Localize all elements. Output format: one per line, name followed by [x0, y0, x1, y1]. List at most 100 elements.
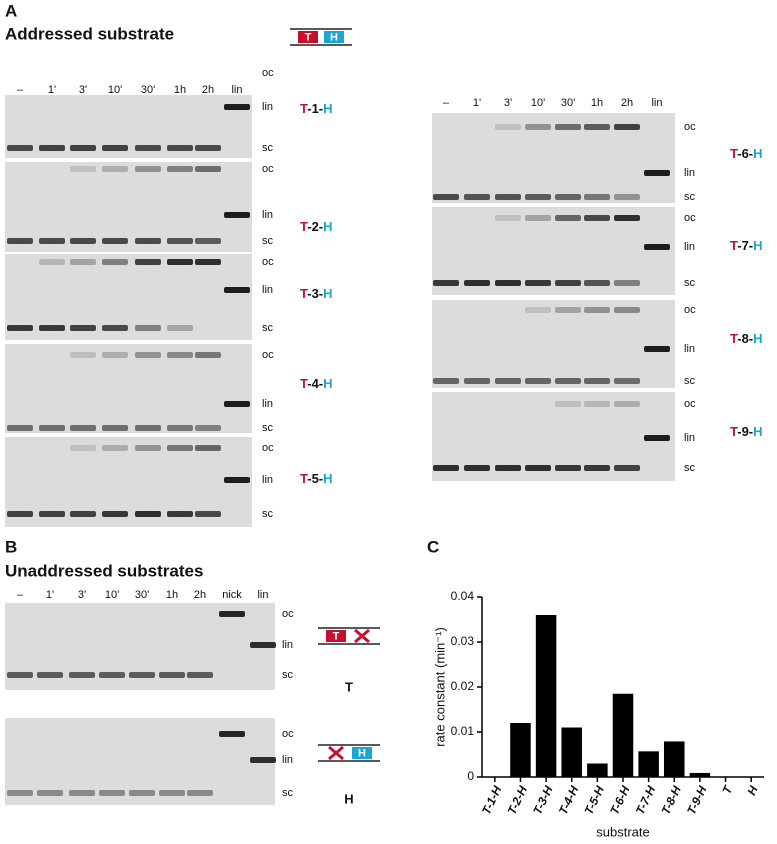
gel-band — [614, 194, 640, 200]
gel-band — [102, 352, 128, 358]
gel-band — [555, 280, 581, 286]
gel-band — [614, 124, 640, 130]
band-label: lin — [262, 398, 273, 410]
gel-band — [495, 465, 521, 471]
gel — [5, 162, 252, 252]
gel-band — [167, 145, 193, 151]
substrate-part: H — [323, 101, 332, 116]
gel-band — [70, 325, 96, 331]
gel-band — [224, 212, 250, 218]
y-tick-label: 0.01 — [451, 724, 475, 738]
gel-band — [195, 166, 221, 172]
band-label: lin — [684, 343, 695, 355]
gel-band — [495, 280, 521, 286]
gel-band — [39, 425, 65, 431]
substrate-part: -3- — [307, 286, 323, 301]
substrate-label: T-5-H — [300, 471, 333, 486]
gel-band — [7, 238, 33, 244]
gel-band — [224, 477, 250, 483]
icon-cross — [354, 628, 370, 644]
icon-label: T — [305, 31, 312, 43]
gel-band — [644, 244, 670, 250]
gel-band — [70, 238, 96, 244]
gel-band — [555, 124, 581, 130]
substrate-part: -8- — [737, 331, 753, 346]
gel-band — [555, 378, 581, 384]
icon-label: H — [330, 31, 338, 43]
gel-band — [159, 790, 185, 796]
lane-label: 30' — [135, 589, 149, 601]
substrate-part: T — [300, 101, 308, 116]
gel-band — [219, 611, 245, 617]
substrate-part: T — [300, 376, 308, 391]
band-label: lin — [684, 167, 695, 179]
gel-band — [7, 325, 33, 331]
band-label: sc — [262, 235, 274, 247]
gel-band — [70, 259, 96, 265]
x-tick-label: T — [719, 782, 735, 796]
substrate-label: T-7-H — [730, 238, 763, 253]
gel-band — [37, 672, 63, 678]
gel-band — [167, 259, 193, 265]
gel-band — [464, 378, 490, 384]
gel-band — [584, 280, 610, 286]
gel-band — [7, 672, 33, 678]
lane-label: – — [17, 84, 24, 96]
gel-band — [195, 238, 221, 244]
gel-band — [167, 166, 193, 172]
gel-band — [644, 346, 670, 352]
band-label: sc — [282, 669, 294, 681]
gel-band — [495, 215, 521, 221]
band-label: sc — [262, 142, 274, 154]
bar — [689, 772, 711, 777]
gel-band — [614, 465, 640, 471]
substrate-part: H — [323, 219, 332, 234]
gel-band — [167, 325, 193, 331]
lane-label: 30' — [141, 84, 155, 96]
icon-label: T — [333, 630, 340, 642]
gel-band — [39, 238, 65, 244]
x-tick-label: H — [744, 783, 760, 797]
band-label: lin — [262, 101, 273, 113]
panel-title: Addressed substrate — [5, 24, 174, 43]
band-label: lin — [684, 241, 695, 253]
band-label: sc — [684, 277, 696, 289]
gel-band — [555, 307, 581, 313]
gel-band — [614, 280, 640, 286]
x-tick-label: T-4-H — [556, 783, 582, 816]
substrate-part: H — [753, 331, 762, 346]
gel-band — [195, 445, 221, 451]
gel-band — [495, 124, 521, 130]
x-tick-label: T-9-H — [684, 783, 710, 816]
gel-band — [167, 511, 193, 517]
substrate-part: T — [300, 219, 308, 234]
gel-band — [195, 425, 221, 431]
gel-band — [99, 672, 125, 678]
y-tick-label: 0.03 — [451, 634, 475, 648]
band-label: sc — [262, 422, 274, 434]
band-label: sc — [262, 322, 274, 334]
substrate-part: -4- — [307, 376, 323, 391]
gel-band — [159, 672, 185, 678]
lane-label: 3' — [504, 97, 512, 109]
gel-band — [495, 378, 521, 384]
substrate-part: H — [323, 471, 332, 486]
lane-label: 1' — [473, 97, 481, 109]
gel-band — [102, 145, 128, 151]
substrate-part: -6- — [737, 146, 753, 161]
band-label: oc — [684, 121, 696, 133]
y-axis-label: rate constant (min⁻¹) — [432, 627, 447, 747]
bar — [587, 763, 608, 777]
band-label: lin — [684, 432, 695, 444]
lane-label: lin — [231, 84, 242, 96]
gel-band — [69, 672, 95, 678]
icon-label: H — [358, 747, 366, 759]
gel-band — [433, 280, 459, 286]
bar — [638, 751, 659, 777]
substrate-label: T-3-H — [300, 286, 333, 301]
gel-band — [584, 215, 610, 221]
substrate-part: H — [753, 238, 762, 253]
icon-box — [298, 31, 318, 43]
gel-band — [464, 465, 490, 471]
